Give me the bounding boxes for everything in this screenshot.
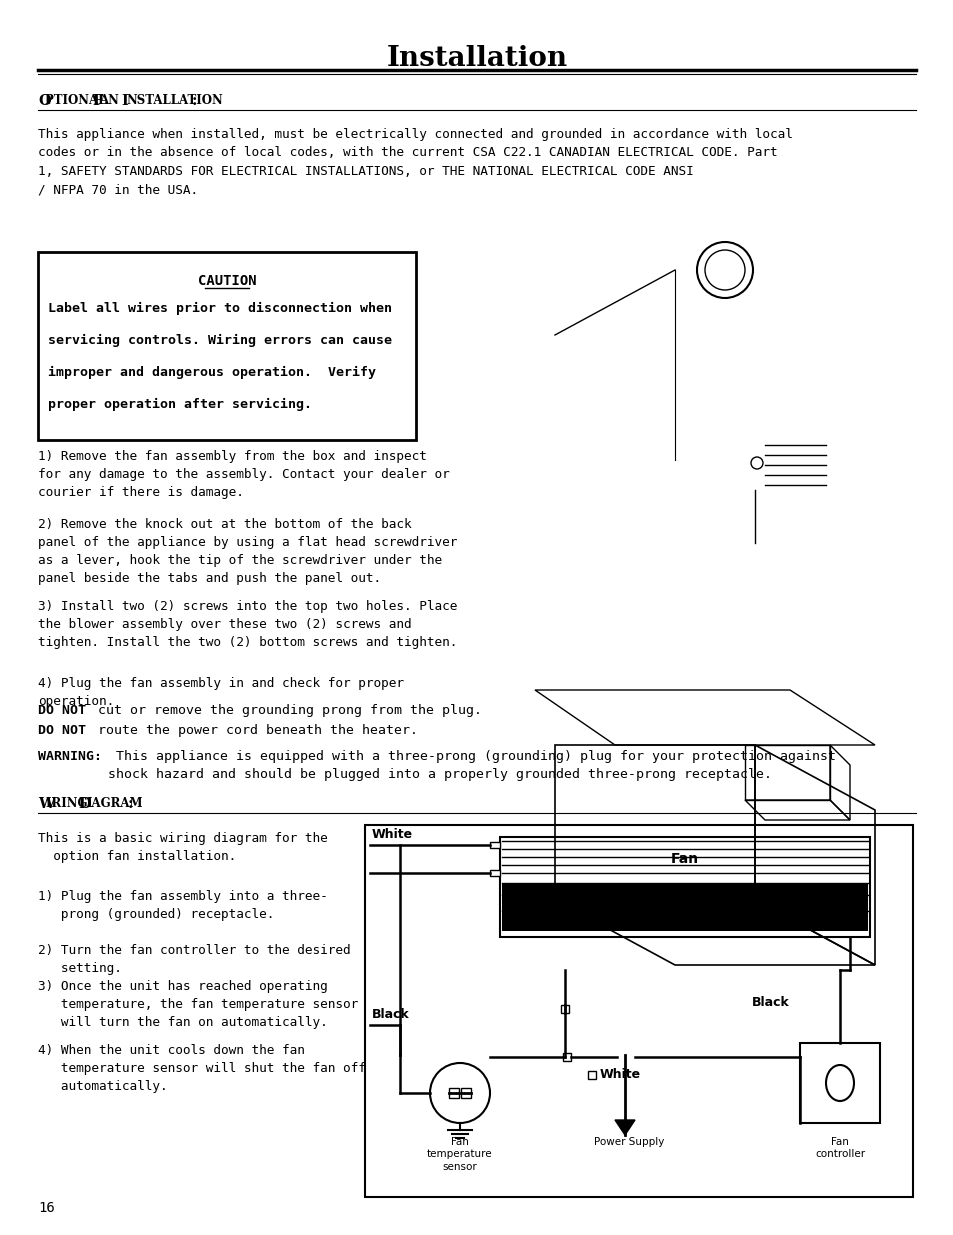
Text: PTIONAL: PTIONAL <box>45 94 111 107</box>
Text: WARNING:: WARNING: <box>38 750 102 763</box>
Text: This appliance is equipped with a three-prong (grounding) plug for your protecti: This appliance is equipped with a three-… <box>108 750 835 781</box>
Text: proper operation after servicing.: proper operation after servicing. <box>48 398 312 411</box>
Text: Power Supply: Power Supply <box>593 1137 663 1147</box>
FancyBboxPatch shape <box>501 848 867 857</box>
Text: I: I <box>121 94 128 107</box>
Text: Fan
temperature
sensor: Fan temperature sensor <box>427 1137 493 1172</box>
Text: White: White <box>599 1068 640 1082</box>
Text: :: : <box>192 94 197 107</box>
Text: Black: Black <box>752 997 789 1009</box>
Text: W: W <box>38 797 54 811</box>
Text: 3) Install two (2) screws into the top two holes. Place
the blower assembly over: 3) Install two (2) screws into the top t… <box>38 600 456 650</box>
Text: CAUTION: CAUTION <box>197 274 256 288</box>
FancyBboxPatch shape <box>560 1005 568 1013</box>
Text: D: D <box>78 797 91 811</box>
Text: AN: AN <box>99 94 123 107</box>
Text: 4) When the unit cools down the fan
   temperature sensor will shut the fan off
: 4) When the unit cools down the fan temp… <box>38 1044 366 1093</box>
FancyBboxPatch shape <box>501 857 867 864</box>
Text: DO NOT: DO NOT <box>38 724 86 737</box>
FancyBboxPatch shape <box>365 825 912 1197</box>
FancyBboxPatch shape <box>501 864 867 873</box>
FancyBboxPatch shape <box>562 1053 571 1061</box>
Text: F: F <box>91 94 102 107</box>
FancyBboxPatch shape <box>449 1088 458 1098</box>
FancyBboxPatch shape <box>501 911 867 931</box>
Text: O: O <box>38 94 51 107</box>
FancyBboxPatch shape <box>501 883 867 895</box>
Text: IRING: IRING <box>46 797 91 810</box>
Text: improper and dangerous operation.  Verify: improper and dangerous operation. Verify <box>48 366 375 379</box>
Text: Fan
controller: Fan controller <box>814 1137 864 1160</box>
Circle shape <box>697 242 752 298</box>
Text: 1) Plug the fan assembly into a three-
   prong (grounded) receptacle.: 1) Plug the fan assembly into a three- p… <box>38 890 328 921</box>
Text: Fan: Fan <box>670 852 699 866</box>
Text: DO NOT: DO NOT <box>38 704 86 718</box>
FancyBboxPatch shape <box>501 895 867 911</box>
FancyBboxPatch shape <box>490 869 499 876</box>
Text: 2) Turn the fan controller to the desired
   setting.: 2) Turn the fan controller to the desire… <box>38 944 351 974</box>
Text: Label all wires prior to disconnection when: Label all wires prior to disconnection w… <box>48 303 392 315</box>
FancyBboxPatch shape <box>499 837 869 937</box>
Text: This is a basic wiring diagram for the
  option fan installation.: This is a basic wiring diagram for the o… <box>38 832 328 863</box>
Text: 3) Once the unit has reached operating
   temperature, the fan temperature senso: 3) Once the unit has reached operating t… <box>38 981 358 1029</box>
FancyBboxPatch shape <box>501 841 867 848</box>
FancyBboxPatch shape <box>501 873 867 883</box>
Text: :: : <box>128 797 133 811</box>
FancyBboxPatch shape <box>490 842 499 848</box>
Text: route the power cord beneath the heater.: route the power cord beneath the heater. <box>90 724 417 737</box>
Text: Black: Black <box>372 1008 410 1021</box>
Text: 2) Remove the knock out at the bottom of the back
panel of the appliance by usin: 2) Remove the knock out at the bottom of… <box>38 517 456 585</box>
Text: 16: 16 <box>38 1200 54 1215</box>
FancyBboxPatch shape <box>38 252 416 440</box>
Text: servicing controls. Wiring errors can cause: servicing controls. Wiring errors can ca… <box>48 333 392 347</box>
Text: This appliance when installed, must be electrically connected and grounded in ac: This appliance when installed, must be e… <box>38 128 792 196</box>
Text: Installation: Installation <box>386 44 567 72</box>
FancyBboxPatch shape <box>460 1088 471 1098</box>
Text: White: White <box>372 827 413 841</box>
Polygon shape <box>615 1120 635 1135</box>
Text: 1) Remove the fan assembly from the box and inspect
for any damage to the assemb: 1) Remove the fan assembly from the box … <box>38 450 449 499</box>
Text: NSTALLATION: NSTALLATION <box>126 94 222 107</box>
FancyBboxPatch shape <box>800 1044 879 1123</box>
Text: cut or remove the grounding prong from the plug.: cut or remove the grounding prong from t… <box>90 704 481 718</box>
Text: 4) Plug the fan assembly in and check for proper
operation.: 4) Plug the fan assembly in and check fo… <box>38 677 403 708</box>
FancyBboxPatch shape <box>587 1071 596 1079</box>
Text: IAGRAM: IAGRAM <box>86 797 142 810</box>
